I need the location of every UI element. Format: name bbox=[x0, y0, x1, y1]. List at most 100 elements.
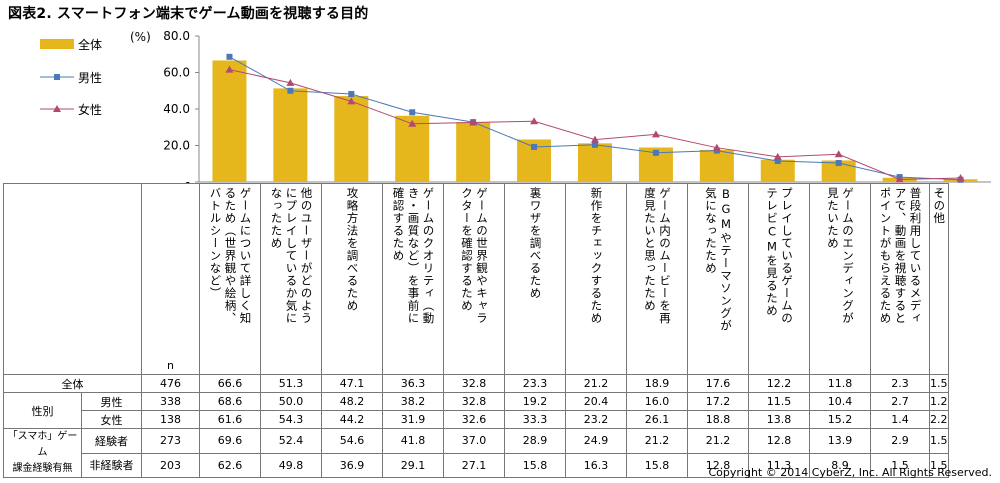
male-series-point bbox=[592, 141, 598, 148]
category-header-cell: 他のユーザーがどのよう にプレイしているか気に なったため bbox=[260, 183, 322, 375]
table-cell-value: 13.9 bbox=[809, 428, 871, 454]
legend-female-swatch bbox=[40, 104, 74, 114]
table-cell-value: 11.3 bbox=[748, 452, 810, 478]
y-tick-label: 20.0 bbox=[163, 139, 190, 153]
row-group-gender: 性別 bbox=[3, 392, 82, 429]
table-header-row: n ゲームについて詳しく知 るため（世界観や絵柄、 バトルシーンなど） 他のユーザ… bbox=[3, 183, 949, 375]
table-cell-value: 2.3 bbox=[870, 374, 930, 393]
bar-all bbox=[821, 160, 856, 182]
female-series-point bbox=[773, 152, 782, 160]
y-tick-label: 40.0 bbox=[163, 102, 190, 116]
bar-all bbox=[699, 149, 734, 182]
female-series-point bbox=[347, 97, 356, 105]
table-cell-value: 12.8 bbox=[687, 452, 749, 478]
table-cell-value: 21.2 bbox=[565, 374, 627, 393]
row-label-all: 全体 bbox=[3, 374, 142, 393]
bar-all bbox=[456, 122, 491, 182]
row-sub-label: 女性 bbox=[81, 410, 142, 429]
table-cell-value: 16.3 bbox=[565, 452, 627, 478]
female-series-point bbox=[712, 143, 721, 151]
category-header-cell: 普段利用しているメディ アで、動画を視聴すると ポイントがもらえるため bbox=[870, 183, 930, 375]
legend-male-swatch bbox=[40, 72, 74, 82]
female-series-point bbox=[895, 175, 904, 183]
row-sub-label: 男性 bbox=[81, 392, 142, 411]
table-row: 性別 男性 338 68.6 50.0 48.2 38.2 32.8 19.2 20.4 16.0 1… bbox=[3, 392, 949, 429]
row-n-value: 273 bbox=[141, 428, 200, 454]
table-cell-value: 27.1 bbox=[443, 452, 505, 478]
table-row: 全体 476 66.6 51.3 47.1 36.3 32.8 23.3 21.2 18.9 17.… bbox=[3, 374, 949, 393]
female-series-point bbox=[591, 135, 599, 143]
y-tick-label: - bbox=[186, 175, 190, 189]
category-label: ゲーム内のムービーを再 度見たいと思ったため bbox=[643, 187, 672, 325]
table-cell-value: 2.9 bbox=[870, 428, 930, 454]
bar-all bbox=[334, 96, 369, 182]
category-header-cell: 攻略方法を調べるため bbox=[321, 183, 383, 375]
table-cell-value: 11.8 bbox=[809, 374, 871, 393]
category-label: ゲームの世界観やキャラ クターを確認するため bbox=[460, 187, 489, 325]
female-series-point bbox=[408, 119, 417, 127]
table-cell-value: 18.9 bbox=[626, 374, 688, 393]
female-series-point bbox=[469, 118, 478, 126]
table-cell-value: 23.3 bbox=[504, 374, 566, 393]
row-group-payment-line2: 課金経験有無 bbox=[12, 463, 73, 474]
table-cell-value: 33.3 bbox=[504, 410, 566, 429]
table-cell-value: 69.6 bbox=[199, 428, 261, 454]
table-cell-value: 1.2 bbox=[929, 392, 949, 411]
y-tick-label: 60.0 bbox=[163, 66, 190, 80]
row-n-value: 476 bbox=[141, 374, 200, 393]
table-row: 「スマホ」ゲーム 課金経験有無 経験者 273 69.6 52.4 54.6 41.8 37.0… bbox=[3, 428, 949, 478]
table-cell-value: 37.0 bbox=[443, 428, 505, 454]
table-cell-value: 21.2 bbox=[626, 428, 688, 454]
chart-title: 図表2. スマートフォン端末でゲーム動画を視聴する目的 bbox=[8, 6, 369, 22]
header-empty-cell bbox=[3, 183, 142, 375]
table-cell-value: 28.9 bbox=[504, 428, 566, 454]
header-n-cell: n bbox=[141, 183, 200, 375]
table-row: 非経験者 203 62.6 49.8 36.9 29.1 27.1 15.8 16.3 15.8 1… bbox=[4, 452, 949, 478]
table-row: 女性 138 61.6 54.3 44.2 31.9 32.6 33.3 23.2 26.1 18.… bbox=[4, 410, 949, 429]
category-header-cell: プレイしているゲームの テレビCMを見るため bbox=[748, 183, 810, 375]
category-header-cell: 裏ワザを調べるため bbox=[504, 183, 566, 375]
male-series-point bbox=[287, 87, 294, 94]
table-cell-value: 36.3 bbox=[382, 374, 444, 393]
table-cell-value: 16.0 bbox=[626, 392, 688, 411]
category-header-cell: その他 bbox=[929, 183, 949, 375]
male-series-point bbox=[652, 149, 659, 156]
table-cell-value: 68.6 bbox=[199, 392, 261, 411]
table-cell-value: 15.8 bbox=[626, 452, 688, 478]
female-series-point bbox=[225, 65, 234, 73]
table-cell-value: 54.3 bbox=[260, 410, 322, 429]
category-label: ゲームについて詳しく知 るため（世界観や絵柄、 バトルシーンなど） bbox=[208, 187, 253, 325]
row-n-value: 203 bbox=[141, 452, 200, 478]
row-sub-label: 非経験者 bbox=[81, 452, 142, 478]
table-cell-value: 32.6 bbox=[443, 410, 505, 429]
category-header-cell: ゲーム内のムービーを再 度見たいと思ったため bbox=[626, 183, 688, 375]
table-cell-value: 1.5 bbox=[929, 428, 949, 454]
table-cell-value: 32.8 bbox=[443, 374, 505, 393]
row-group-payment-line1: 「スマホ」ゲーム bbox=[7, 431, 78, 458]
table-cell-value: 50.0 bbox=[260, 392, 322, 411]
table-cell-value: 44.2 bbox=[321, 410, 383, 429]
table-cell-value: 1.5 bbox=[929, 452, 949, 478]
table-cell-value: 10.4 bbox=[809, 392, 871, 411]
table-cell-value: 17.6 bbox=[687, 374, 749, 393]
male-series-point bbox=[774, 158, 781, 165]
female-series-point bbox=[956, 173, 965, 181]
table-cell-value: 29.1 bbox=[382, 452, 444, 478]
category-label: ゲームのエンディングが 見たいため bbox=[826, 187, 855, 325]
table-cell-value: 19.2 bbox=[504, 392, 566, 411]
female-series-point bbox=[651, 130, 660, 138]
table-cell-value: 31.9 bbox=[382, 410, 444, 429]
male-series-point bbox=[835, 160, 842, 167]
table-cell-value: 20.4 bbox=[565, 392, 627, 411]
legend-bar-swatch bbox=[40, 39, 74, 49]
header-n: n bbox=[167, 359, 174, 372]
category-label: 攻略方法を調べるため bbox=[345, 187, 360, 312]
table-cell-value: 11.5 bbox=[748, 392, 810, 411]
row-group-payment: 「スマホ」ゲーム課金経験有無 bbox=[3, 428, 82, 478]
category-header-cell: ゲームの世界観やキャラ クターを確認するため bbox=[443, 183, 505, 375]
category-label: プレイしているゲームの テレビCMを見るため bbox=[765, 187, 794, 325]
legend-female-label: 女性 bbox=[78, 102, 103, 117]
data-table: n ゲームについて詳しく知 るため（世界観や絵柄、 バトルシーンなど） 他のユーザ… bbox=[3, 183, 949, 478]
male-series-point bbox=[409, 109, 416, 116]
table-cell-value: 1.5 bbox=[929, 374, 949, 393]
